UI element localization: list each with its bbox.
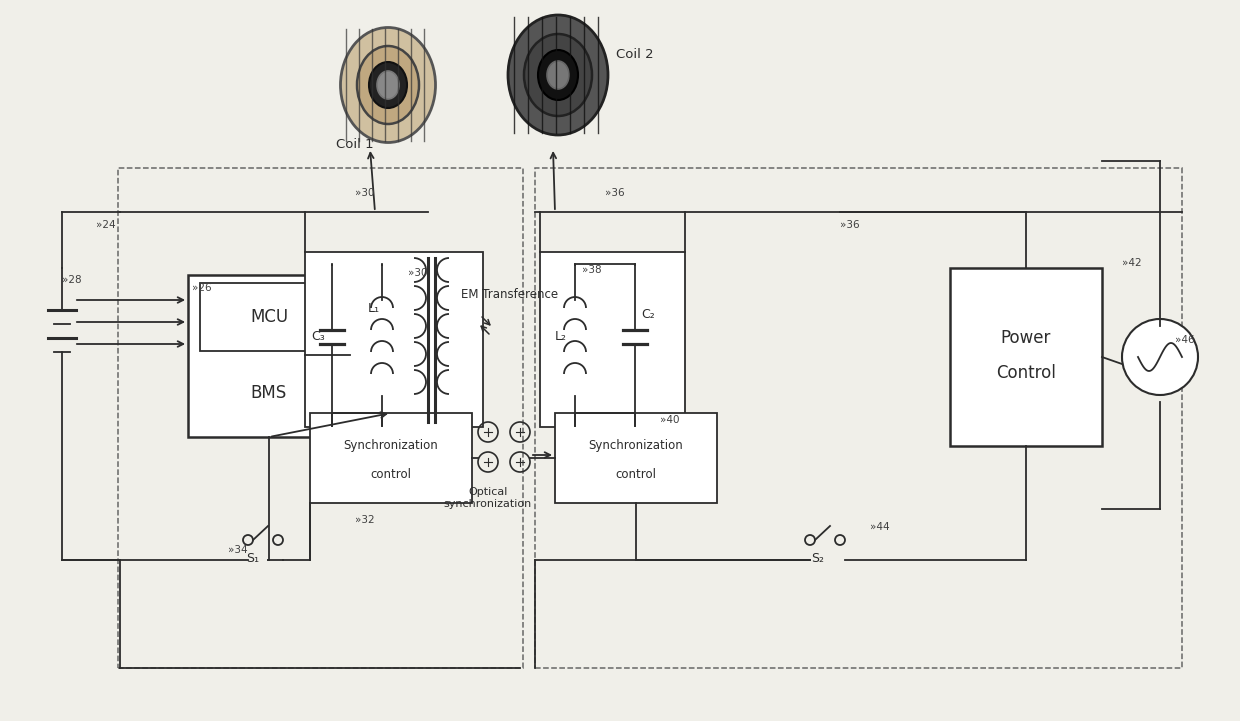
Bar xyxy=(310,413,472,503)
Text: S₁: S₁ xyxy=(247,552,259,565)
Text: »24: »24 xyxy=(95,220,115,230)
Text: Power: Power xyxy=(1001,329,1052,347)
Ellipse shape xyxy=(357,46,419,124)
Text: Optical
synchronization: Optical synchronization xyxy=(444,487,532,509)
Text: L₁: L₁ xyxy=(368,301,379,314)
Text: »40: »40 xyxy=(660,415,680,425)
Text: EM Transference: EM Transference xyxy=(461,288,558,301)
Ellipse shape xyxy=(525,34,591,116)
Text: control: control xyxy=(615,469,656,482)
Text: Synchronization: Synchronization xyxy=(589,438,683,451)
Text: »38: »38 xyxy=(582,265,601,275)
Circle shape xyxy=(1122,319,1198,395)
Ellipse shape xyxy=(547,61,569,89)
Text: »46: »46 xyxy=(1176,335,1194,345)
Bar xyxy=(950,268,1102,446)
Bar xyxy=(200,283,339,351)
Bar xyxy=(305,252,484,427)
Text: BMS: BMS xyxy=(250,384,288,402)
Ellipse shape xyxy=(370,62,407,108)
Text: »36: »36 xyxy=(605,188,625,198)
Text: »42: »42 xyxy=(1122,258,1142,268)
Text: C₃: C₃ xyxy=(311,330,325,343)
Text: »26: »26 xyxy=(192,283,212,293)
Bar xyxy=(534,168,1182,668)
Text: »32: »32 xyxy=(355,515,374,525)
Text: MCU: MCU xyxy=(250,308,288,326)
Text: Coil 2: Coil 2 xyxy=(616,48,653,61)
Bar xyxy=(118,168,523,668)
Ellipse shape xyxy=(508,15,608,135)
Text: Synchronization: Synchronization xyxy=(343,438,439,451)
Text: L₂: L₂ xyxy=(556,330,567,343)
Bar xyxy=(556,413,717,503)
Ellipse shape xyxy=(341,27,435,143)
Ellipse shape xyxy=(377,71,399,99)
Text: »44: »44 xyxy=(870,522,889,532)
Text: Coil 1: Coil 1 xyxy=(336,138,373,151)
Text: »36: »36 xyxy=(839,220,859,230)
Bar xyxy=(188,275,350,437)
Text: C₂: C₂ xyxy=(641,309,655,322)
Text: control: control xyxy=(371,469,412,482)
Text: »34: »34 xyxy=(228,545,248,555)
Text: »30: »30 xyxy=(408,268,428,278)
Ellipse shape xyxy=(538,50,578,100)
Text: »30: »30 xyxy=(355,188,374,198)
Text: S₂: S₂ xyxy=(811,552,825,565)
Bar xyxy=(539,252,684,427)
Text: Control: Control xyxy=(996,364,1056,382)
Text: »28: »28 xyxy=(62,275,82,285)
